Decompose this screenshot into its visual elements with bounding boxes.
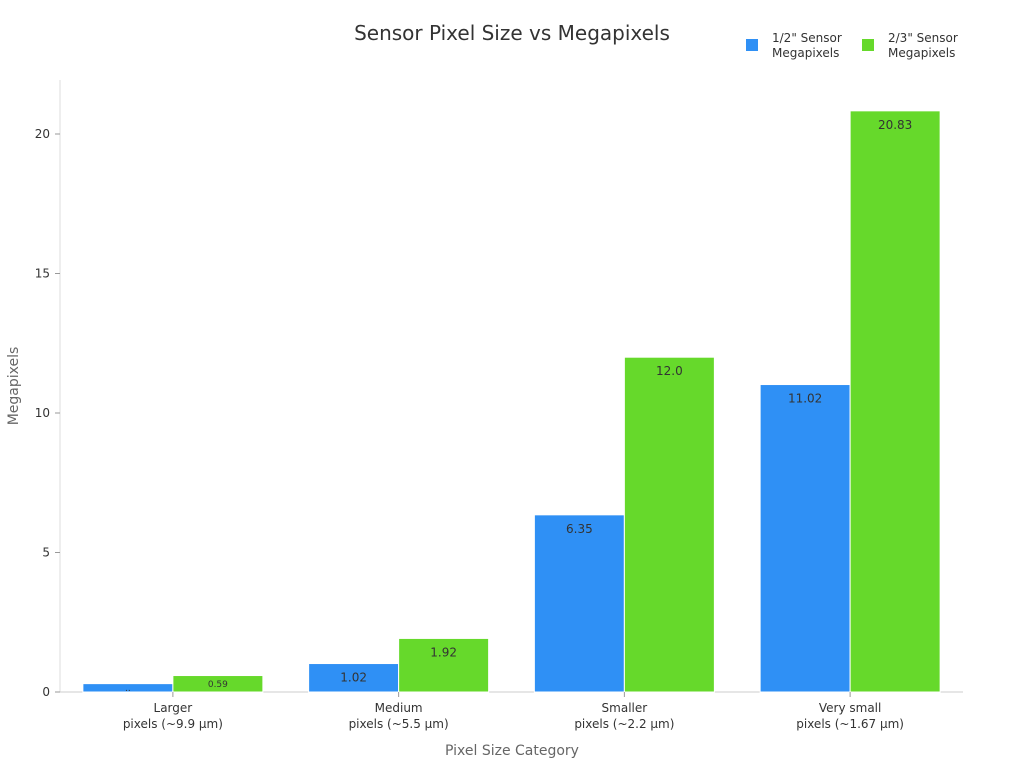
bar bbox=[533, 514, 625, 693]
bar-value-label: 12.0 bbox=[656, 364, 683, 378]
bar bbox=[759, 384, 851, 693]
legend: 1/2" Sensor Megapixels 2/3" Sensor Megapixe… bbox=[746, 31, 958, 60]
bar-value-label: 1.02 bbox=[340, 671, 367, 685]
y-tick-label: 10 bbox=[35, 406, 50, 420]
bar-value-label: 0.59 bbox=[208, 680, 228, 690]
y-tick-label: 20 bbox=[35, 127, 50, 141]
bar bbox=[398, 637, 490, 693]
bar-value-label: 1.92 bbox=[430, 645, 457, 659]
bar-value-label: 6.35 bbox=[566, 522, 593, 536]
bar-value-label: 20.83 bbox=[878, 118, 912, 132]
y-tick-label: 15 bbox=[35, 267, 50, 281]
legend-swatch bbox=[746, 39, 758, 51]
bar bbox=[623, 356, 715, 693]
bar bbox=[849, 110, 941, 693]
legend-entry-label: 1/2" Sensor Megapixels bbox=[772, 31, 842, 60]
x-tick-label: Larger pixels (~9.9 µm) bbox=[123, 701, 223, 731]
bar-value-label: 11.02 bbox=[788, 392, 822, 406]
legend-entry-label: 2/3" Sensor Megapixels bbox=[888, 31, 958, 60]
y-tick-label: 0 bbox=[42, 685, 50, 699]
legend-swatch bbox=[862, 39, 874, 51]
bar bbox=[172, 675, 264, 693]
y-ticks: 0 5 10 15 20 bbox=[35, 127, 60, 699]
y-tick-label: 5 bbox=[42, 546, 50, 560]
x-ticks: Larger pixels (~9.9 µm) Medium pixels (~5.5… bbox=[123, 692, 904, 731]
x-tick-label: Medium pixels (~5.5 µm) bbox=[349, 701, 449, 731]
x-tick-label: Very small pixels (~1.67 µm) bbox=[796, 701, 904, 731]
bars: .. 0.59 1.02 1.92 6.35 12.0 11.02 20.83 bbox=[82, 110, 941, 694]
x-axis-label: Pixel Size Category bbox=[445, 743, 579, 759]
chart-title: Sensor Pixel Size vs Megapixels bbox=[354, 21, 670, 45]
bar bbox=[308, 663, 400, 693]
bar-value-label: .. bbox=[125, 684, 131, 694]
x-tick-label: Smaller pixels (~2.2 µm) bbox=[574, 701, 674, 731]
y-axis-label: Megapixels bbox=[6, 347, 22, 426]
